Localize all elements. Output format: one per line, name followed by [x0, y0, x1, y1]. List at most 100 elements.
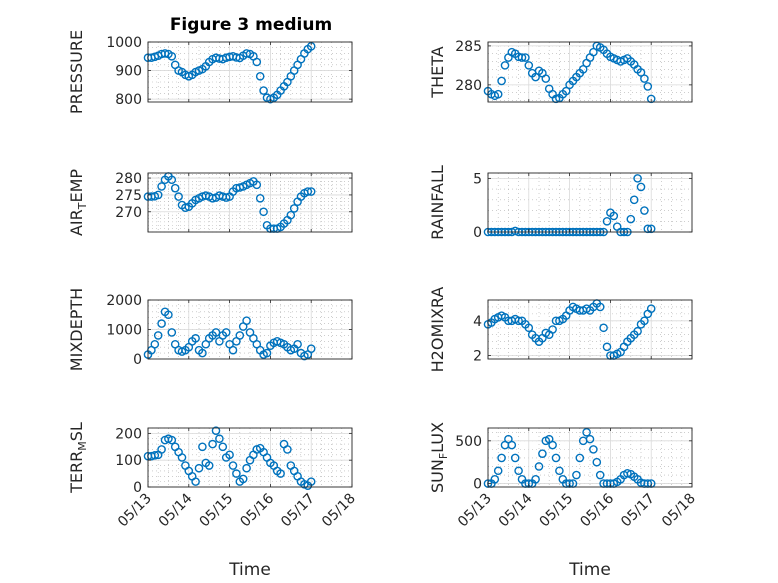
data-point [221, 328, 231, 337]
data-point [191, 477, 200, 486]
data-point [493, 466, 503, 476]
y-tick-label: 200 [115, 426, 142, 442]
data-point [538, 449, 547, 458]
data-point [589, 445, 598, 454]
y-axis-label: AIRTEMP [67, 169, 89, 236]
data-point [238, 474, 248, 484]
data-point [585, 434, 595, 444]
data-point [164, 310, 173, 320]
data-point [507, 440, 517, 450]
data-point [293, 339, 302, 349]
y-tick-label: 0 [133, 480, 142, 496]
data-point [204, 461, 214, 470]
y-axis-label: PRESSURE [67, 30, 86, 114]
data-point [303, 187, 313, 196]
data-point [252, 57, 262, 67]
data-point [235, 331, 245, 340]
data-point [211, 328, 221, 337]
data-point [255, 71, 265, 81]
data-point [541, 74, 551, 83]
data-point [497, 453, 506, 463]
data-point [572, 470, 581, 480]
subplot-rainfall: 0 5 RAINFALL [428, 165, 693, 241]
data-point [578, 64, 588, 74]
data-point [524, 61, 534, 70]
data-point [633, 326, 642, 336]
x-axis-label: Time [228, 560, 271, 580]
data-point [153, 190, 163, 200]
data-point [640, 74, 649, 83]
y-tick-label: 2 [473, 349, 482, 365]
data-point [514, 466, 523, 476]
data-point [167, 51, 177, 61]
data-point [490, 475, 500, 484]
data-point [595, 302, 605, 312]
data-point [497, 76, 506, 86]
y-tick-label: 275 [115, 188, 142, 204]
data-point [531, 72, 540, 82]
data-point [524, 323, 534, 333]
data-point [640, 206, 649, 215]
data-point [289, 204, 299, 213]
data-point [640, 316, 649, 326]
data-point [592, 457, 602, 467]
y-tick-label: 270 [115, 205, 142, 221]
y-tick-label: 100 [115, 453, 142, 469]
data-point [283, 445, 292, 454]
data-point [167, 175, 177, 185]
data-point [551, 453, 561, 463]
data-point [623, 469, 632, 478]
data-point [636, 182, 646, 192]
y-tick-label: 800 [115, 92, 142, 108]
data-point [167, 435, 177, 445]
data-point [551, 94, 561, 104]
data-point [636, 68, 646, 77]
axes-box [147, 427, 353, 488]
data-point [259, 86, 268, 95]
data-point [252, 180, 262, 190]
subplot-mixdepth: 0 1000 2000 MIXDEPTH [67, 288, 353, 371]
data-point [242, 316, 251, 325]
data-point [194, 463, 204, 473]
axes-background [488, 428, 692, 487]
data-point [174, 192, 183, 201]
data-point [643, 82, 653, 91]
data-point [259, 207, 268, 217]
data-point [170, 183, 180, 193]
axes-box [487, 427, 693, 488]
y-tick-label: 5 [473, 171, 482, 187]
data-point [595, 470, 605, 480]
data-point [242, 463, 251, 473]
data-point [599, 323, 608, 333]
data-point [286, 210, 296, 220]
y-tick-label: 280 [455, 78, 482, 94]
data-point [531, 475, 540, 484]
figure-title: Figure 3 medium [170, 15, 332, 35]
data-point [232, 469, 241, 478]
data-point [646, 94, 656, 104]
data-point [157, 445, 166, 454]
axes-box [487, 172, 693, 233]
data-point [262, 348, 272, 358]
subplot-h2omixra: 2 4 H2OMIXRA [428, 287, 693, 372]
data-point [306, 344, 316, 353]
data-point [629, 195, 639, 205]
data-point [276, 469, 285, 478]
data-point [157, 319, 166, 328]
data-point [589, 47, 598, 57]
y-tick-label: 0 [133, 352, 142, 368]
data-point [228, 345, 238, 355]
axes-background [488, 173, 692, 232]
data-point [198, 442, 207, 452]
y-tick-label: 2000 [106, 293, 142, 309]
data-point [582, 427, 591, 437]
data-point [157, 182, 166, 191]
y-tick-label: 900 [115, 64, 142, 80]
data-point [211, 426, 221, 435]
axes-background [148, 428, 352, 487]
data-point [167, 328, 177, 337]
axes-box [147, 172, 353, 233]
data-point [521, 53, 530, 62]
data-point [198, 348, 207, 358]
